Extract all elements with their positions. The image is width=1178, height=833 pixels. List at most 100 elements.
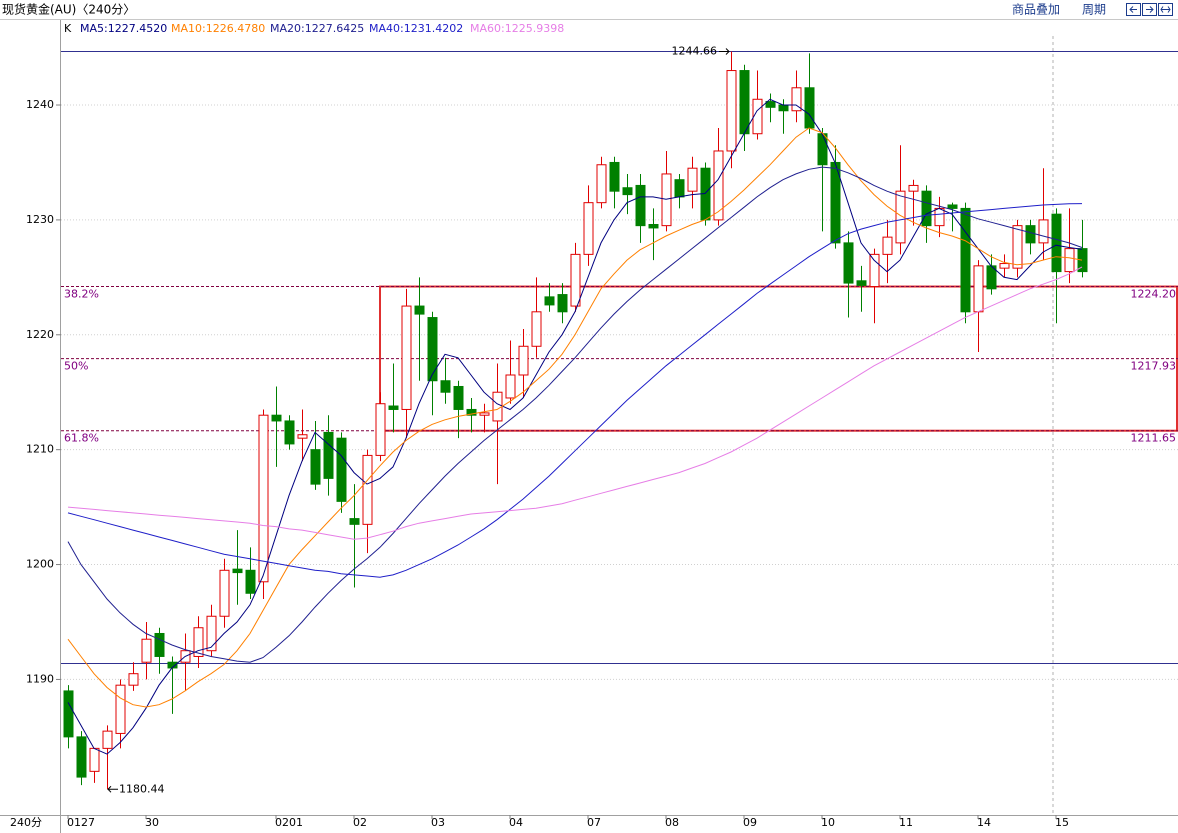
x-tick-label: 02	[353, 816, 367, 829]
candle-body	[466, 408, 477, 416]
candle-body	[713, 150, 724, 221]
x-tick-label: 14	[977, 816, 991, 829]
x-tick-label: 10	[821, 816, 835, 829]
fit-icon	[1160, 6, 1171, 13]
candle-body	[661, 173, 672, 227]
candle-body	[726, 70, 737, 152]
fib-label: 50%	[64, 360, 88, 373]
period-link[interactable]: 周期	[1082, 3, 1106, 17]
legend-prefix: K	[64, 22, 72, 35]
ma-line	[67, 127, 1083, 708]
prev-icon	[1129, 6, 1137, 13]
candle-body	[635, 184, 646, 227]
legend-entry: MA40:1231.4202	[369, 22, 463, 35]
candle-body	[739, 70, 750, 135]
candle-body	[128, 673, 139, 686]
x-tick-label: 08	[665, 816, 679, 829]
ma-line	[67, 166, 1083, 663]
legend-entry: MA5:1227.4520	[80, 22, 167, 35]
x-tick-label: 30	[145, 816, 159, 829]
candle-body	[310, 449, 321, 485]
candle-body	[323, 431, 334, 479]
legend-entry: MA20:1227.6425	[270, 22, 364, 35]
candle-body	[596, 164, 607, 204]
fib-value-label: 1217.93	[1131, 360, 1177, 373]
candle-body	[245, 569, 256, 594]
candle-body	[375, 403, 386, 456]
candle-body	[583, 202, 594, 255]
next-button[interactable]	[1142, 3, 1157, 16]
candle-body	[960, 207, 971, 313]
candle-body	[817, 133, 828, 166]
candle-body	[102, 730, 113, 749]
candle-body	[76, 736, 87, 778]
candle-body	[414, 305, 425, 315]
candle-body	[947, 204, 958, 209]
candle-body	[453, 385, 464, 410]
candle-body	[934, 207, 945, 227]
candle-body	[505, 374, 516, 399]
next-icon	[1146, 6, 1154, 13]
candle-body	[518, 345, 529, 376]
candle-body	[921, 190, 932, 227]
y-tick-label: 1240	[26, 98, 54, 111]
candle-body	[570, 253, 581, 307]
candle-body	[63, 690, 74, 738]
candle-body	[544, 296, 555, 306]
legend-entry: MA60:1225.9398	[470, 22, 564, 35]
min-label: 1180.44	[119, 782, 165, 795]
candle-body	[479, 412, 490, 416]
candle-body	[908, 184, 919, 192]
candle-body	[791, 87, 802, 112]
candle-body	[271, 414, 282, 422]
overlay-link[interactable]: 商品叠加	[1012, 2, 1060, 17]
candle-body	[1051, 213, 1062, 273]
x-tick-label: 04	[509, 816, 523, 829]
candle-body	[89, 747, 100, 772]
fib-value-label: 1211.65	[1131, 432, 1177, 445]
candle-body	[219, 569, 230, 617]
x-tick-label: 0127	[67, 816, 95, 829]
max-label: 1244.66	[672, 44, 718, 57]
nav-buttons	[1126, 3, 1173, 16]
fib-label: 61.8%	[64, 432, 99, 445]
fit-button[interactable]	[1158, 3, 1173, 16]
candle-body	[232, 568, 243, 574]
period-label: 240分	[10, 816, 42, 829]
x-tick-label: 15	[1055, 816, 1069, 829]
candle-body	[115, 684, 126, 734]
candle-body	[154, 632, 165, 657]
candle-body	[856, 280, 867, 286]
candle-body	[531, 311, 542, 347]
candle-body	[1038, 219, 1049, 244]
candle-body	[557, 294, 568, 313]
candle-body	[752, 98, 763, 135]
ma-line	[67, 203, 1083, 578]
x-tick-label: 09	[743, 816, 757, 829]
candle-body	[1077, 248, 1088, 273]
legend-entry: MA10:1226.4780	[171, 22, 265, 35]
candle-body	[297, 434, 308, 439]
window-title: 现货黄金(AU)〈240分〉	[2, 2, 135, 17]
y-tick-label: 1230	[26, 213, 54, 226]
x-tick-label: 11	[899, 816, 913, 829]
candle-body	[258, 414, 269, 583]
candle-body	[973, 265, 984, 313]
candle-body	[440, 380, 451, 393]
candle-body	[427, 317, 438, 382]
prev-button[interactable]	[1126, 3, 1141, 16]
candle-body	[362, 454, 373, 525]
fib-label: 38.2%	[64, 288, 99, 301]
candle-body	[687, 167, 698, 192]
candle-body	[141, 638, 152, 663]
candle-body	[492, 391, 503, 422]
candle-body	[284, 420, 295, 445]
candle-body	[349, 518, 360, 525]
max-arrow	[719, 48, 730, 55]
y-tick-label: 1210	[26, 443, 54, 456]
candle-body	[1064, 248, 1075, 273]
candle-body	[778, 104, 789, 112]
candle-body	[765, 101, 776, 108]
